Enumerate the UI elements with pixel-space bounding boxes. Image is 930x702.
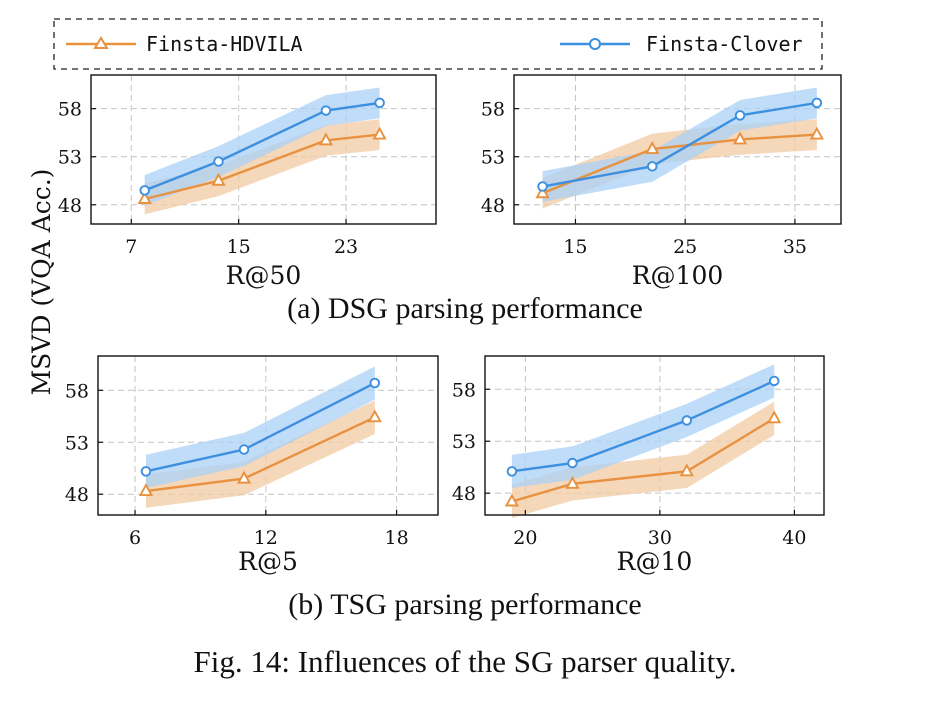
hdvila-point	[372, 126, 387, 140]
hdvila-point	[767, 410, 782, 424]
chart-panel: 7 15 23 48 53 58 R@50	[58, 74, 437, 290]
subfigure-caption-b: (b) TSG parsing performance	[288, 588, 642, 621]
axes-frame	[90, 74, 437, 225]
hdvila-point	[367, 409, 382, 423]
y-tick-label: 58	[452, 379, 476, 401]
clover-confidence-band	[511, 364, 775, 488]
y-tick-label: 53	[481, 147, 505, 169]
hdvila-point	[504, 493, 520, 507]
chart-panel: 20 30 40 48 53 58 R@10	[452, 355, 825, 576]
x-axis-label: R@50	[226, 261, 302, 290]
axes-frame	[97, 355, 439, 516]
x-axis-label: R@10	[617, 547, 693, 576]
hdvila-point	[138, 483, 154, 497]
clover-point	[734, 110, 746, 121]
hdvila-point	[809, 126, 824, 140]
clover-point	[537, 181, 548, 192]
clover-point	[213, 156, 224, 167]
y-tick-label: 53	[58, 147, 82, 169]
axes-frame	[484, 355, 825, 516]
x-axis-label: R@5	[238, 547, 298, 576]
legend-triangle-marker	[93, 36, 109, 49]
clover-series-line	[542, 101, 818, 188]
clover-point	[647, 161, 658, 172]
hdvila-point	[211, 172, 226, 186]
clover-point	[238, 444, 250, 455]
hdvila-series-line	[511, 417, 775, 503]
x-tick-label: 30	[648, 527, 672, 549]
clover-series-line	[511, 379, 775, 473]
x-tick-label: 40	[782, 527, 806, 549]
hdvila-point	[318, 132, 334, 146]
chart-panel: 6 12 18 48 53 58 R@5	[65, 355, 439, 576]
x-tick-label: 35	[783, 236, 807, 258]
y-tick-label: 48	[58, 195, 82, 217]
figure-caption: Fig. 14: Influences of the SG parser qua…	[193, 644, 737, 679]
hdvila-point	[535, 185, 550, 199]
clover-point	[681, 415, 693, 426]
hdvila-confidence-band	[542, 119, 817, 209]
x-tick-label: 15	[227, 236, 251, 258]
y-tick-label: 58	[481, 99, 505, 121]
plot-grid: 7 15 23 48 53 58 R@50 15 25 35 48 53 58 R@100 6 12 18 48 5…	[58, 74, 842, 576]
legend-item: Finsta-HDVILA	[66, 32, 303, 56]
hdvila-point	[732, 131, 748, 145]
legend-label: Finsta-HDVILA	[146, 32, 303, 56]
hdvila-point	[645, 141, 660, 154]
clover-point	[506, 466, 518, 477]
clover-series-line	[144, 101, 380, 192]
hdvila-series-line	[542, 133, 817, 195]
hdvila-confidence-band	[145, 400, 375, 508]
clover-point	[320, 105, 332, 116]
hdvila-point	[679, 463, 694, 477]
hdvila-point	[236, 470, 252, 484]
y-tick-label: 48	[481, 195, 505, 217]
x-tick-label: 6	[129, 527, 141, 549]
legend-item: Finsta-Clover	[560, 32, 803, 56]
x-tick-label: 25	[673, 236, 697, 258]
y-tick-label: 58	[58, 99, 82, 121]
x-tick-label: 15	[563, 236, 587, 258]
clover-point	[811, 97, 823, 109]
x-tick-label: 12	[254, 527, 278, 549]
x-tick-label: 18	[384, 527, 408, 549]
clover-point	[374, 97, 385, 109]
hdvila-series-line	[144, 133, 380, 201]
x-tick-label: 7	[125, 236, 137, 258]
clover-point	[369, 377, 381, 389]
clover-confidence-band	[144, 87, 380, 206]
y-tick-label: 53	[65, 432, 89, 454]
y-tick-label: 58	[65, 380, 89, 402]
x-axis-label: R@100	[632, 261, 724, 290]
y-axis-label: MSVD (VQA Acc.)	[27, 169, 56, 396]
axes-frame	[513, 74, 842, 225]
clover-point	[768, 375, 780, 387]
hdvila-point	[137, 191, 152, 204]
hdvila-confidence-band	[511, 401, 775, 519]
legend-label: Finsta-Clover	[646, 32, 803, 56]
subfigure-caption-a: (a) DSG parsing performance	[287, 292, 643, 325]
y-tick-label: 48	[65, 484, 89, 506]
clover-point	[140, 466, 152, 477]
y-tick-label: 53	[452, 431, 476, 453]
legend: Finsta-HDVILA Finsta-Clover	[53, 18, 823, 70]
clover-point	[139, 185, 150, 196]
legend-circle-marker	[589, 38, 601, 50]
clover-point	[567, 457, 578, 469]
x-tick-label: 23	[334, 236, 358, 258]
y-tick-label: 48	[452, 483, 476, 505]
chart-panel: 15 25 35 48 53 58 R@100	[481, 74, 842, 290]
x-tick-label: 20	[513, 527, 537, 549]
legend-box	[53, 18, 823, 70]
hdvila-point	[565, 475, 580, 489]
